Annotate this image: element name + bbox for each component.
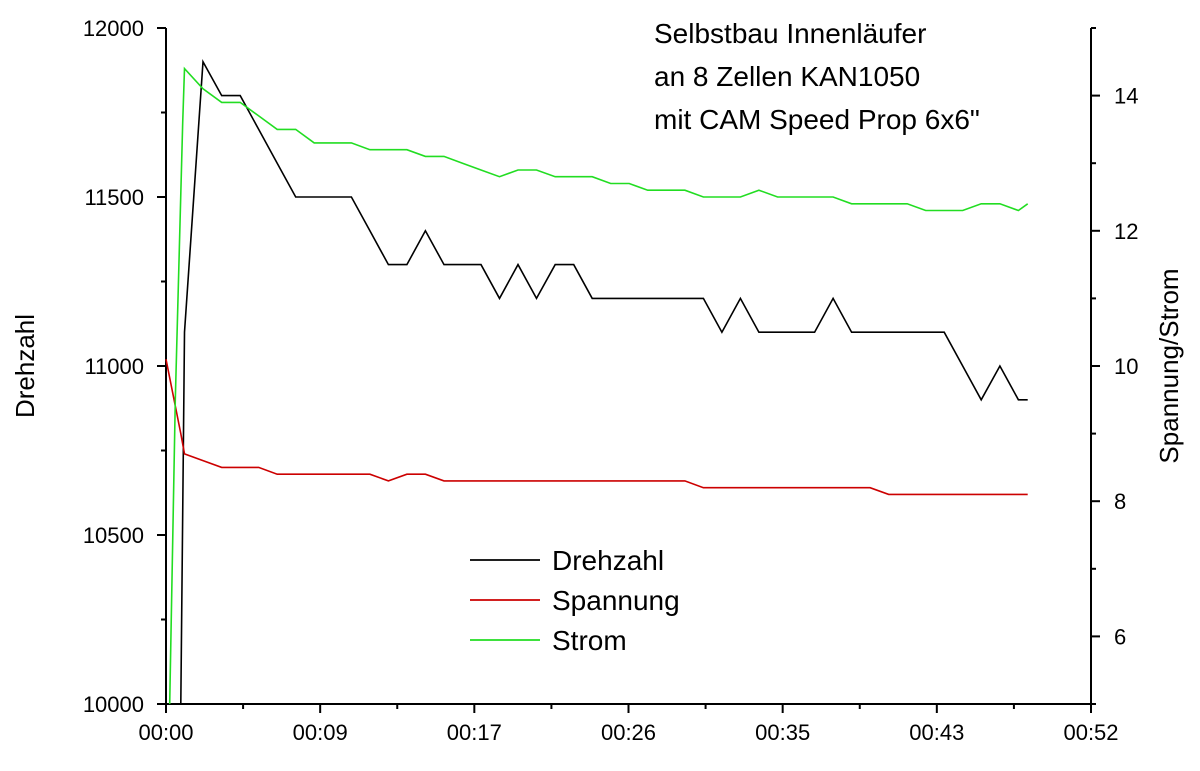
x-tick-label: 00:26 (601, 720, 656, 745)
legend-label-drehzahl: Drehzahl (552, 545, 664, 576)
x-tick-label: 00:00 (138, 720, 193, 745)
y-tick-label-right: 10 (1114, 354, 1138, 379)
x-tick-label: 00:35 (755, 720, 810, 745)
y-tick-label-right: 14 (1114, 84, 1138, 109)
chart-title-line: mit CAM Speed Prop 6x6" (654, 104, 980, 135)
x-tick-label: 00:52 (1063, 720, 1118, 745)
y-tick-label-left: 11000 (84, 354, 144, 379)
axes-frame: 00:00 00:09 00:17 00:26 00:35 00:43 00:52 10000… (10, 16, 1184, 745)
x-tick-label: 00:43 (909, 720, 964, 745)
plot-area (165, 59, 1029, 705)
x-tick-label: 00:09 (293, 720, 348, 745)
series-line-spannung (165, 359, 1028, 496)
y-tick-label-right: 8 (1114, 489, 1126, 514)
legend-label-spannung: Spannung (552, 585, 680, 616)
y-tick-label-left: 10500 (83, 523, 144, 548)
series-line-strom (168, 66, 1029, 705)
y-tick-label-left: 11500 (84, 185, 144, 210)
y-tick-label-right: 6 (1114, 624, 1126, 649)
chart-title-line: Selbstbau Innenläufer (654, 18, 926, 49)
title-block: Selbstbau Innenläufer an 8 Zellen KAN1050… (654, 18, 980, 135)
legend-label-strom: Strom (552, 625, 627, 656)
y-tick-label-left: 10000 (83, 692, 144, 717)
x-tick-label: 00:17 (447, 720, 502, 745)
y-tick-label-right: 12 (1114, 219, 1138, 244)
chart-title-line: an 8 Zellen KAN1050 (654, 61, 920, 92)
series-line-drehzahl (180, 59, 1028, 705)
legend: Drehzahl Spannung Strom (470, 545, 680, 656)
y-tick-label-left: 12000 (83, 16, 144, 41)
y-axis-right-label: Spannung/Strom (1154, 268, 1184, 463)
y-axis-left-label: Drehzahl (10, 314, 40, 418)
